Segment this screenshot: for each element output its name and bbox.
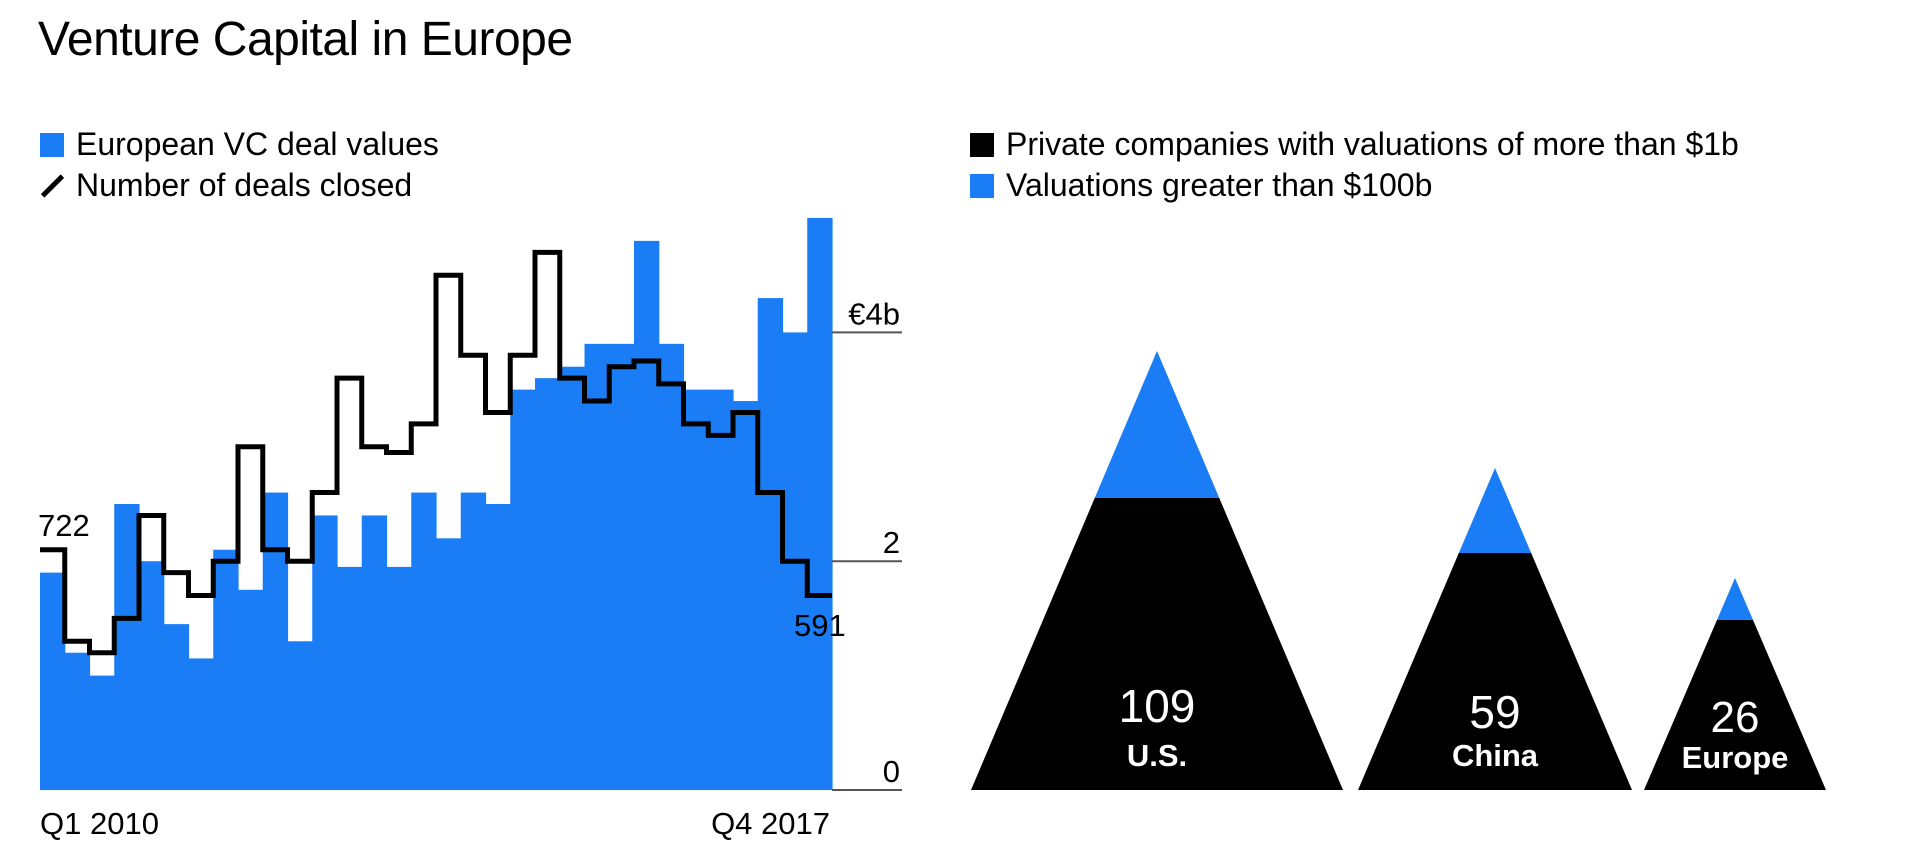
mountain-region-label: U.S. <box>1127 738 1187 773</box>
deal-value-bar <box>188 658 214 790</box>
deal-value-bar <box>40 572 66 790</box>
deals-start-label: 722 <box>38 508 90 543</box>
deal-value-bar <box>436 538 462 790</box>
legend-label-unicorns: Private companies with valuations of mor… <box>1006 126 1739 162</box>
mountain-region-label: China <box>1452 738 1539 773</box>
mountain-body <box>1644 620 1826 790</box>
deal-value-bar <box>634 240 660 790</box>
legend-label-deal-values: European VC deal values <box>76 126 439 162</box>
legend-item-unicorns: Private companies with valuations of mor… <box>970 124 1739 165</box>
black-swatch-icon <box>970 132 994 157</box>
deal-value-bar <box>609 343 635 790</box>
deal-value-bar <box>658 343 685 790</box>
mountain-value-label: 109 <box>1119 680 1196 732</box>
deal-value-bar <box>337 566 363 790</box>
deal-value-bar <box>535 378 561 790</box>
legend-left: European VC deal values Number of deals … <box>40 124 439 206</box>
legend-item-deal-values: European VC deal values <box>40 124 439 165</box>
deal-value-bar <box>361 515 388 790</box>
mountain-value-label: 59 <box>1469 686 1520 738</box>
deal-value-bar <box>807 218 833 790</box>
mountain-value-label: 26 <box>1711 693 1760 742</box>
legend-item-deals-closed: Number of deals closed <box>40 165 439 206</box>
deal-value-bar <box>460 492 487 790</box>
deal-value-bar <box>411 492 437 790</box>
deal-value-bar <box>485 504 511 790</box>
legend-label-high-valuations: Valuations greater than $100b <box>1006 167 1433 203</box>
mountain-peak <box>1094 351 1220 498</box>
deal-value-bar <box>708 389 734 790</box>
deal-value-bar <box>386 566 412 790</box>
legend-item-high-valuations: Valuations greater than $100b <box>970 165 1739 206</box>
legend-right: Private companies with valuations of mor… <box>970 124 1739 206</box>
mountain-peak <box>1716 578 1754 620</box>
deal-value-bar <box>238 589 264 790</box>
deals-step-line <box>40 249 832 656</box>
deal-value-bar <box>510 389 536 790</box>
deal-value-bar <box>312 515 338 790</box>
y-tick-label: €4b <box>848 296 900 331</box>
deal-value-bar <box>262 492 289 790</box>
deal-value-bar <box>139 561 165 790</box>
deal-value-bar <box>114 504 140 790</box>
x-start-label: Q1 2010 <box>40 806 159 841</box>
y-tick-label: 2 <box>883 525 900 560</box>
deal-value-bar <box>89 675 115 790</box>
mountain-peak <box>1458 468 1532 553</box>
mountain-body <box>1358 553 1632 790</box>
deal-value-bar <box>163 624 190 790</box>
deal-value-bar <box>213 549 239 790</box>
mountain-body <box>971 498 1343 790</box>
x-end-label: Q4 2017 <box>711 806 830 841</box>
mountain-region-label: Europe <box>1682 740 1789 775</box>
deal-value-bar <box>683 389 709 790</box>
deal-value-bar <box>757 298 784 790</box>
deal-value-bar <box>733 401 759 790</box>
y-axis <box>832 331 902 791</box>
chart-title: Venture Capital in Europe <box>38 13 573 66</box>
deals-end-label: 591 <box>794 608 846 643</box>
deal-value-bar <box>287 641 313 790</box>
blue-swatch-icon <box>970 173 994 198</box>
deal-value-bar <box>559 366 586 790</box>
legend-label-deals-closed: Number of deals closed <box>76 167 413 203</box>
deal-value-bars <box>40 218 833 790</box>
deal-value-bar <box>584 343 610 790</box>
blue-swatch-icon <box>40 132 64 157</box>
deal-value-bar <box>64 652 91 790</box>
chart-labels: 0 2 €4b 722 591 Q1 2010 Q4 2017 <box>38 296 900 841</box>
y-tick-label: 0 <box>883 754 900 789</box>
